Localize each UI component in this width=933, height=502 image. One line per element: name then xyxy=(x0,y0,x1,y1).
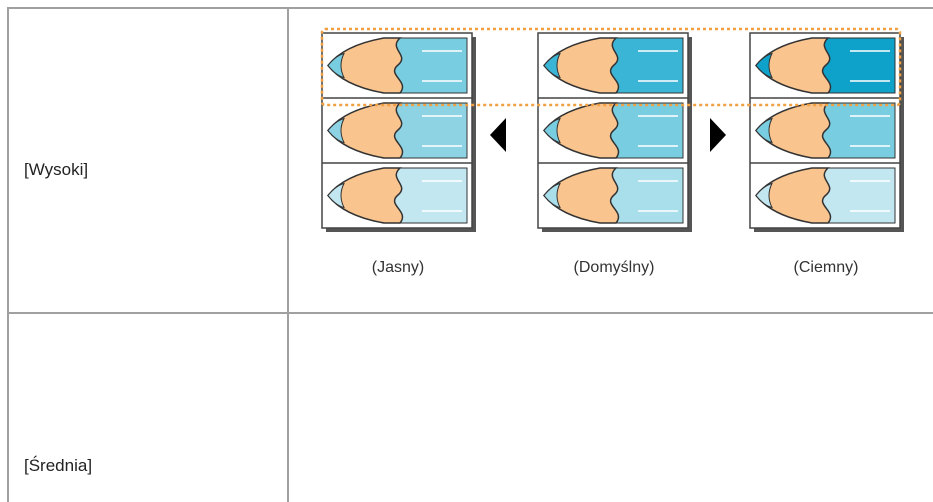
arrow-right xyxy=(710,118,726,152)
pencil-wood xyxy=(755,167,832,224)
caption: (Jasny) xyxy=(372,259,424,276)
pencil-wood xyxy=(327,167,404,224)
caption: (Ciemny) xyxy=(794,259,859,276)
pencil-tip xyxy=(327,52,345,79)
pencil-tip xyxy=(543,52,561,79)
pencil-wood xyxy=(755,102,832,159)
highlight-box xyxy=(320,27,902,107)
row-label: [Średnia] xyxy=(24,456,93,475)
pencil-wood xyxy=(543,167,620,224)
row-divider xyxy=(7,312,933,314)
pencil-wood xyxy=(327,37,404,94)
column-divider xyxy=(287,7,289,502)
pencil-tip xyxy=(755,117,773,144)
table-border xyxy=(7,7,933,9)
pencil-tip xyxy=(543,117,561,144)
table-border xyxy=(7,7,9,502)
pencil-wood xyxy=(755,37,832,94)
caption: (Domyślny) xyxy=(574,259,655,276)
pencil-tip xyxy=(327,182,345,209)
pencil-tip xyxy=(327,117,345,144)
pencil-wood xyxy=(543,102,620,159)
arrow-left xyxy=(490,118,506,152)
pencil-wood xyxy=(327,102,404,159)
pencil-tip xyxy=(755,52,773,79)
row-label: [Wysoki] xyxy=(24,160,89,179)
pencil-wood xyxy=(543,37,620,94)
pencil-tip xyxy=(543,182,561,209)
pencil-tip xyxy=(755,182,773,209)
